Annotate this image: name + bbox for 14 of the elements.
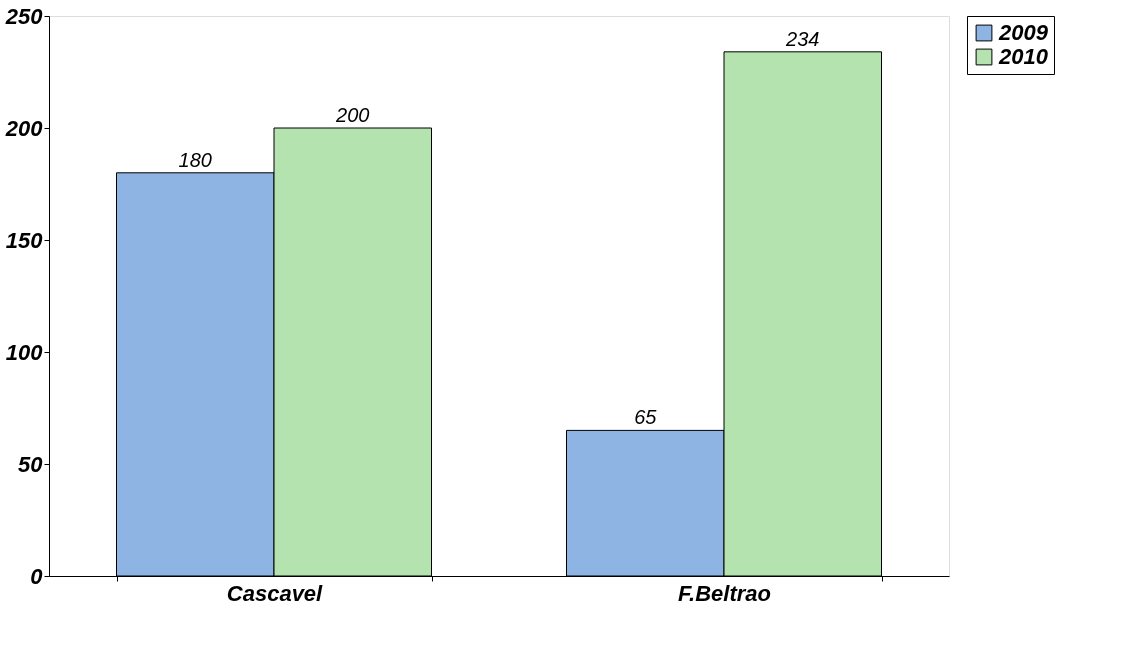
y-tick-label: 250 — [4, 3, 44, 29]
x-tick-label: F.Beltrao — [678, 580, 771, 606]
x-tick-label: Cascavel — [226, 580, 324, 606]
y-tick-label: 100 — [5, 339, 44, 365]
y-tick-label: 0 — [30, 563, 44, 589]
data-label: 65 — [634, 406, 658, 429]
y-tick-label: 200 — [4, 115, 44, 141]
data-label: 234 — [785, 27, 820, 50]
legend-label: 2010 — [998, 44, 1049, 69]
y-tick-label: 50 — [18, 451, 44, 477]
data-label: 200 — [335, 104, 370, 126]
legend-label: 2009 — [998, 20, 1049, 45]
data-label: 180 — [178, 148, 212, 171]
y-tick-label: 150 — [5, 227, 44, 253]
